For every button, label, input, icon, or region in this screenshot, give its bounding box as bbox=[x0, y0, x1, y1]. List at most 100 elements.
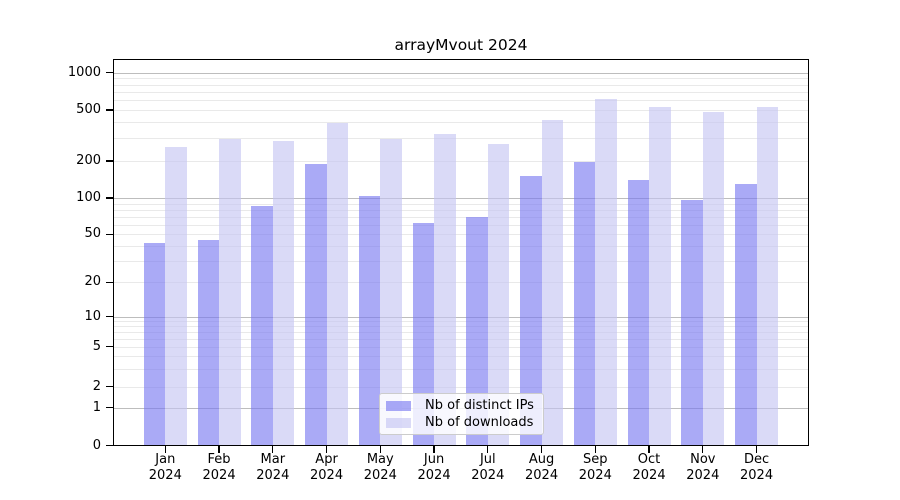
gridline-major-1000 bbox=[113, 72, 809, 74]
gridline-minor-30 bbox=[113, 261, 809, 263]
gridline-minor-70 bbox=[113, 216, 809, 218]
x-tick-mark bbox=[540, 445, 543, 453]
y-tick-mark bbox=[106, 233, 113, 235]
y-tick-label-200: 200 bbox=[76, 153, 101, 168]
gridline-minor-300 bbox=[113, 138, 809, 140]
bar-distinct-ips-mar bbox=[251, 205, 273, 446]
x-tick-mark bbox=[702, 445, 704, 453]
gridline-minor-4 bbox=[113, 356, 809, 358]
legend-label-downloads: Nb of downloads bbox=[425, 415, 534, 430]
bar-distinct-ips-jul bbox=[466, 216, 488, 446]
y-tick-mark bbox=[106, 109, 113, 111]
x-tick-label-dec: Dec 2024 bbox=[740, 452, 774, 483]
y-tick-mark bbox=[106, 386, 113, 388]
x-tick-label-nov: Nov 2024 bbox=[686, 452, 720, 483]
bar-downloads-aug bbox=[541, 119, 564, 446]
gridline-minor-5 bbox=[113, 346, 809, 348]
legend-swatch-distinct-ips bbox=[386, 400, 411, 411]
x-tick-label-may: May 2024 bbox=[363, 452, 397, 483]
gridline-minor-2 bbox=[113, 386, 809, 388]
gridline-minor-9 bbox=[113, 321, 809, 323]
x-tick-label-feb: Feb 2024 bbox=[202, 452, 236, 483]
bar-distinct-ips-nov bbox=[681, 200, 703, 446]
chart-title: arrayMvout 2024 bbox=[394, 36, 528, 54]
gridline-minor-3 bbox=[113, 368, 809, 370]
bar-downloads-jan bbox=[165, 147, 187, 446]
gridline-major-10 bbox=[113, 316, 809, 318]
y-tick-mark bbox=[106, 346, 113, 348]
bar-distinct-ips-sep bbox=[573, 162, 596, 446]
bar-downloads-sep bbox=[595, 99, 617, 446]
gridline-minor-60 bbox=[113, 224, 809, 226]
x-tick-mark bbox=[433, 445, 435, 453]
x-tick-mark bbox=[755, 445, 758, 453]
y-tick-mark bbox=[106, 315, 113, 318]
y-tick-label-5: 5 bbox=[92, 338, 101, 354]
bar-distinct-ips-aug bbox=[520, 176, 542, 446]
gridline-minor-600 bbox=[113, 100, 809, 102]
x-tick-mark bbox=[648, 445, 650, 453]
x-tick-label-jan: Jan 2024 bbox=[148, 452, 182, 483]
legend: Nb of distinct IPs Nb of downloads bbox=[379, 393, 544, 435]
x-tick-label-sep: Sep 2024 bbox=[578, 452, 612, 483]
bar-downloads-mar bbox=[272, 140, 295, 446]
y-tick-label-1000: 1000 bbox=[67, 64, 101, 80]
gridline-minor-800 bbox=[113, 84, 809, 86]
x-tick-label-apr: Apr 2024 bbox=[310, 452, 344, 483]
y-tick-mark bbox=[106, 197, 113, 199]
legend-label-distinct-ips: Nb of distinct IPs bbox=[425, 398, 534, 413]
bar-downloads-feb bbox=[219, 139, 241, 446]
y-tick-mark bbox=[106, 406, 113, 409]
gridline-minor-8 bbox=[113, 326, 809, 328]
y-tick-label-2: 2 bbox=[92, 378, 101, 394]
y-tick-mark bbox=[106, 281, 113, 283]
gridline-minor-7 bbox=[113, 332, 809, 334]
x-tick-mark bbox=[164, 445, 166, 453]
bar-distinct-ips-jan bbox=[143, 243, 166, 446]
bar-distinct-ips-apr bbox=[305, 163, 327, 446]
y-tick-mark bbox=[106, 444, 113, 447]
y-tick-label-0: 0 bbox=[92, 437, 101, 453]
y-tick-label-50: 50 bbox=[84, 226, 101, 242]
legend-item-distinct-ips: Nb of distinct IPs bbox=[386, 398, 543, 413]
x-tick-mark bbox=[487, 445, 489, 453]
bar-downloads-oct bbox=[649, 107, 671, 446]
x-tick-label-mar: Mar 2024 bbox=[256, 452, 290, 483]
gridline-minor-400 bbox=[113, 122, 809, 124]
legend-item-downloads: Nb of downloads bbox=[386, 415, 543, 430]
y-tick-mark bbox=[106, 160, 113, 162]
gridline-minor-6 bbox=[113, 338, 809, 340]
x-tick-label-jun: Jun 2024 bbox=[417, 452, 451, 483]
y-tick-label-20: 20 bbox=[84, 274, 101, 290]
x-tick-label-aug: Aug 2024 bbox=[525, 452, 559, 483]
bar-downloads-may bbox=[380, 139, 402, 446]
bar-downloads-nov bbox=[702, 111, 725, 446]
gridline-minor-200 bbox=[113, 161, 809, 162]
bar-distinct-ips-jun bbox=[412, 223, 435, 446]
legend-swatch-downloads bbox=[386, 417, 411, 428]
gridline-minor-40 bbox=[113, 245, 809, 247]
x-tick-mark bbox=[325, 445, 328, 453]
y-tick-label-500: 500 bbox=[76, 102, 101, 117]
bar-downloads-dec bbox=[756, 106, 779, 446]
bar-downloads-apr bbox=[326, 123, 349, 446]
gridline-minor-900 bbox=[113, 78, 809, 80]
x-tick-mark bbox=[379, 445, 381, 453]
gridline-minor-500 bbox=[113, 110, 809, 111]
bar-distinct-ips-may bbox=[358, 195, 381, 446]
gridline-major-100 bbox=[113, 198, 809, 199]
gridline-minor-90 bbox=[113, 203, 809, 205]
bar-distinct-ips-dec bbox=[735, 184, 757, 446]
x-tick-mark bbox=[218, 445, 220, 453]
bar-downloads-jun bbox=[434, 133, 456, 446]
y-tick-mark bbox=[106, 71, 113, 74]
x-tick-mark bbox=[272, 445, 274, 453]
plot-area: Nb of distinct IPs Nb of downloads bbox=[113, 59, 809, 446]
x-tick-label-oct: Oct 2024 bbox=[632, 452, 666, 483]
bar-distinct-ips-oct bbox=[627, 180, 650, 446]
y-tick-label-10: 10 bbox=[84, 308, 101, 324]
y-tick-label-100: 100 bbox=[76, 190, 101, 205]
x-tick-label-jul: Jul 2024 bbox=[471, 452, 505, 483]
bar-distinct-ips-feb bbox=[197, 239, 220, 446]
